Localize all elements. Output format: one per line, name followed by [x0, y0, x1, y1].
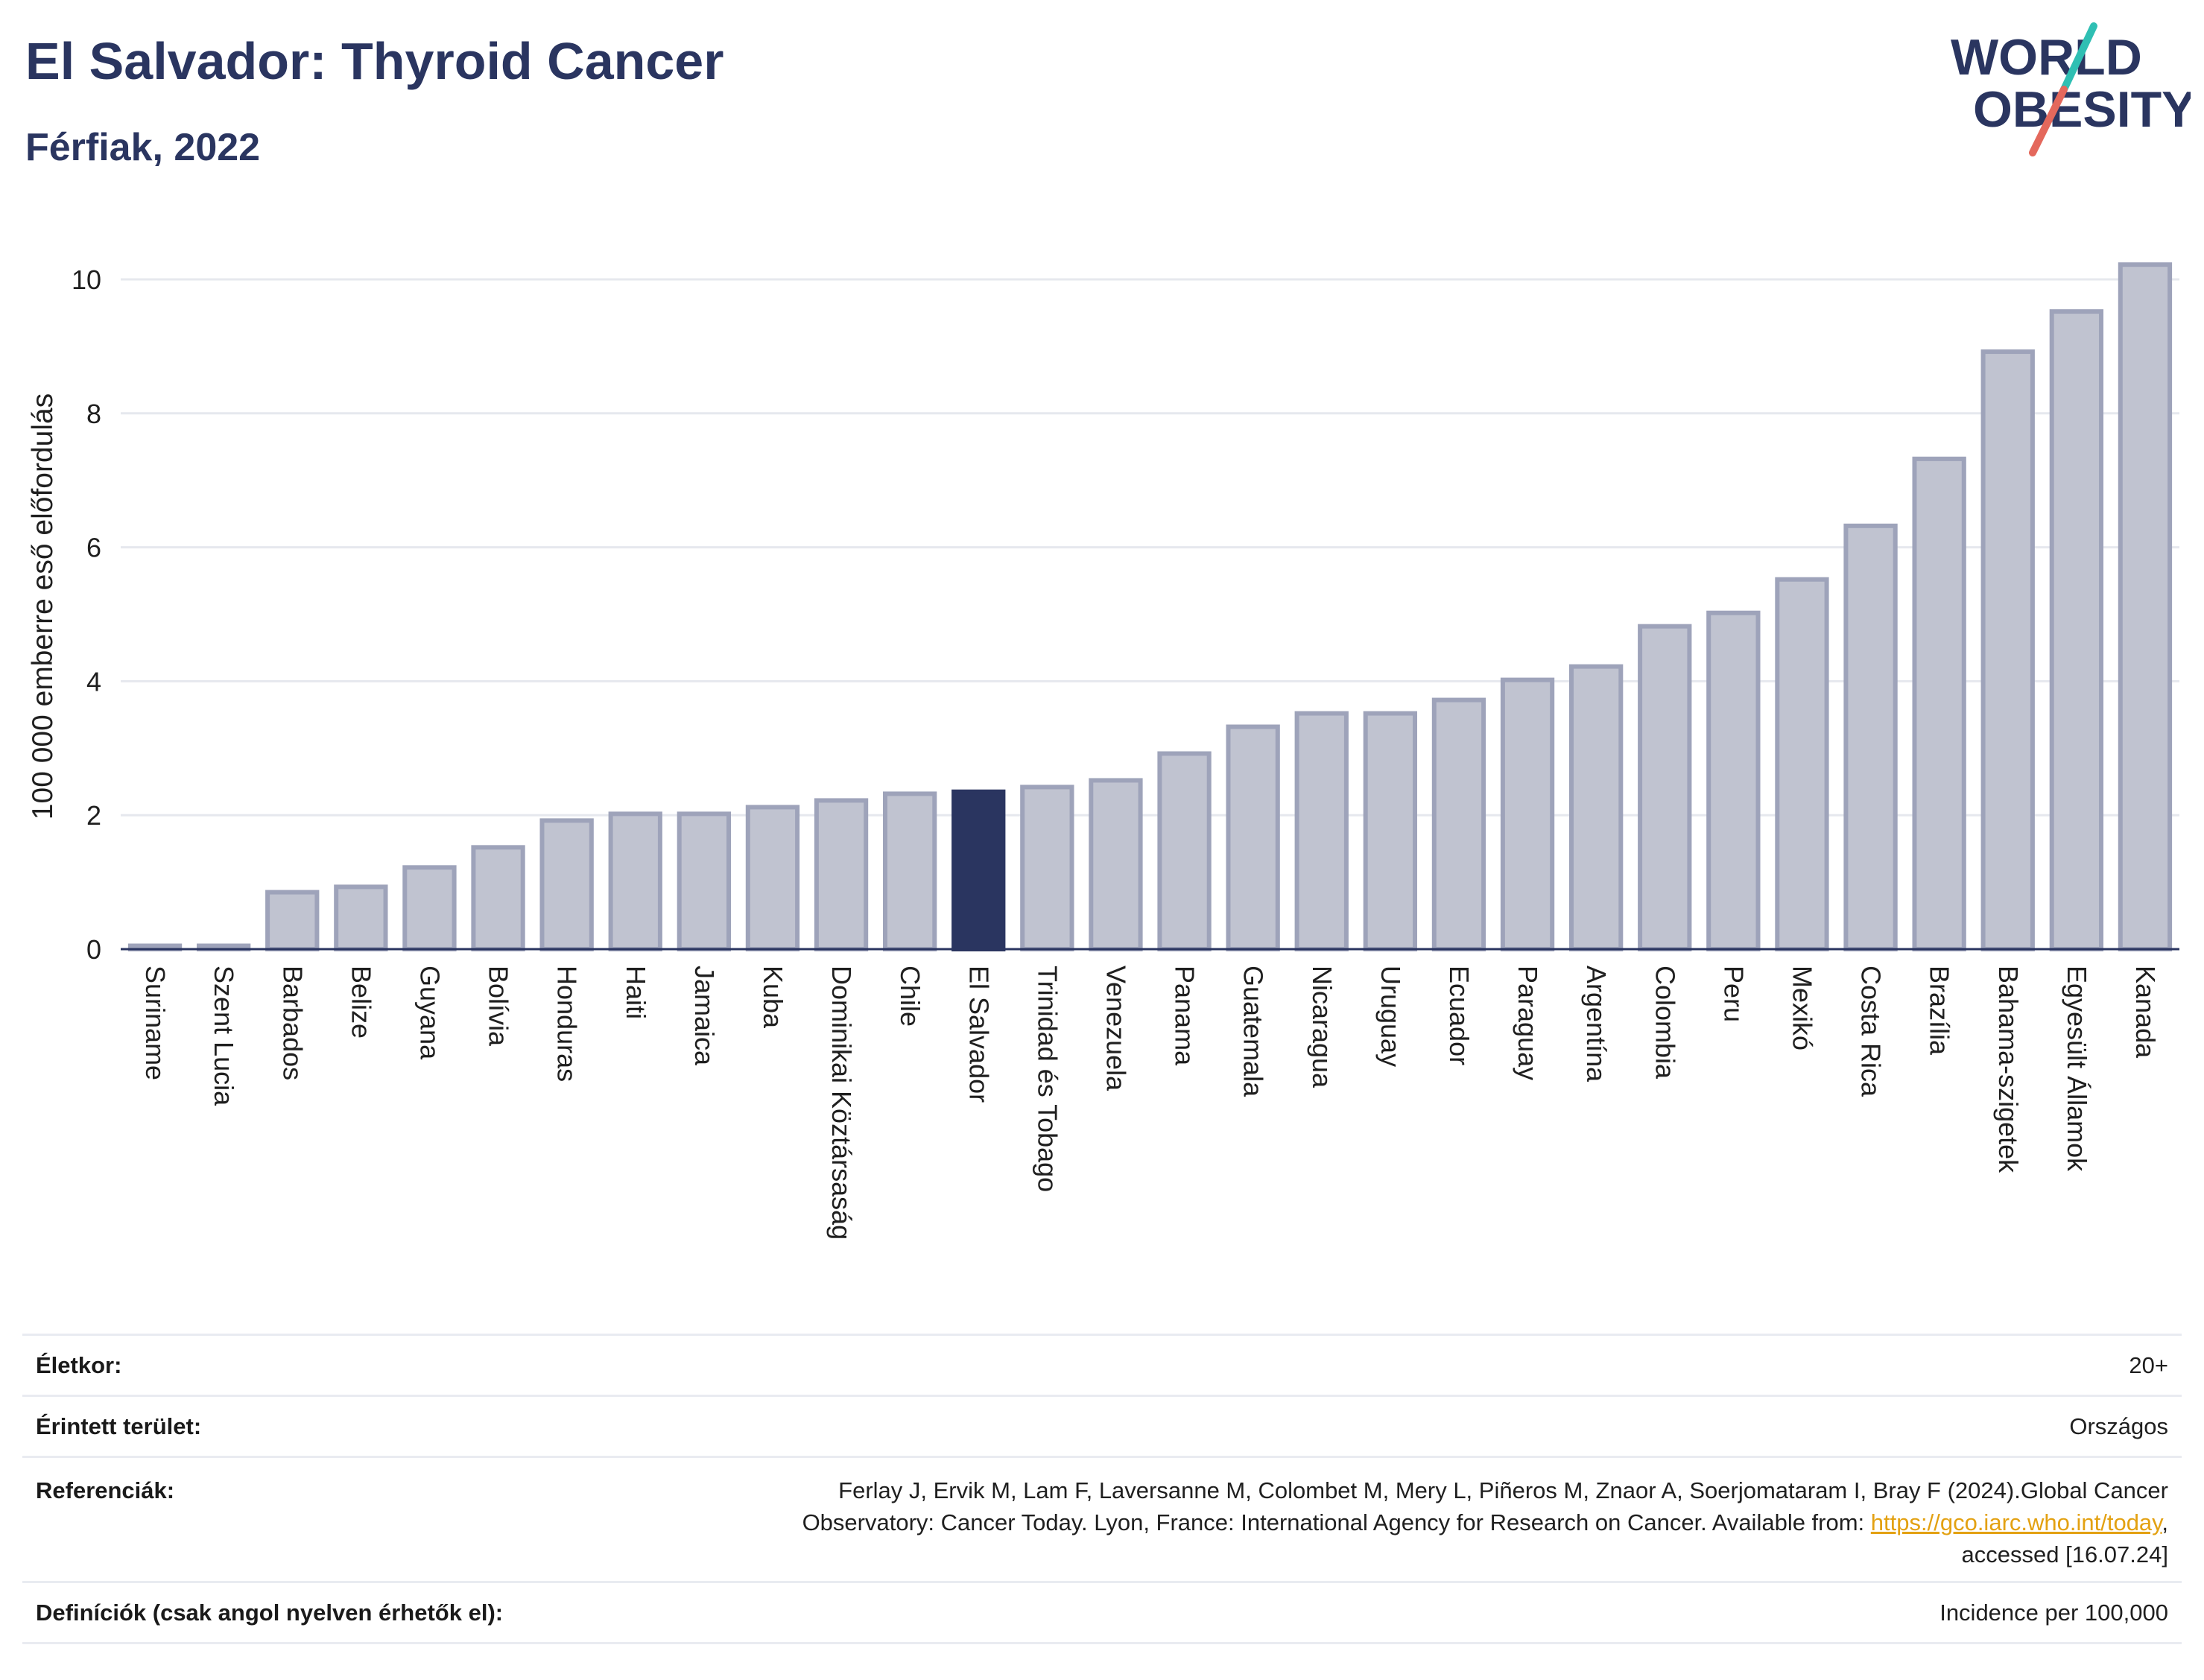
x-tick-label: Ecuador — [1444, 966, 1475, 1065]
references-value: Ferlay J, Ervik M, Lam F, Laversanne M, … — [802, 1474, 2168, 1570]
logo-line1: WORLD — [1951, 29, 2142, 86]
reference-text-4: accessed [16.07.24] — [1961, 1541, 2168, 1568]
bar — [1843, 523, 1898, 951]
bar — [1431, 697, 1486, 951]
logo-line2: OBESITY — [1973, 81, 2191, 138]
x-tick-label: Belize — [346, 966, 376, 1039]
references-row: Referenciák: Ferlay J, Ervik M, Lam F, L… — [22, 1458, 2182, 1583]
grid-lines — [121, 278, 2179, 817]
x-tick-label: Peru — [1718, 966, 1749, 1022]
x-tick-label: Colombia — [1650, 966, 1680, 1080]
bar — [1638, 624, 1692, 951]
x-tick-label: Uruguay — [1375, 966, 1406, 1067]
x-tick-label: Bolívia — [484, 966, 514, 1047]
x-tick-label: Jamaica — [689, 966, 720, 1066]
x-tick-label: Suriname — [140, 966, 171, 1080]
bar — [745, 805, 800, 951]
bar — [1568, 664, 1624, 952]
bar — [265, 890, 320, 951]
x-tick-label: Dominikai Köztársaság — [826, 966, 857, 1240]
logo-slash-coral — [2029, 86, 2068, 156]
reference-text-3: , — [2162, 1509, 2168, 1535]
x-tick-label: Honduras — [552, 966, 583, 1082]
bar — [334, 884, 388, 951]
bar — [1706, 610, 1761, 951]
x-tick-label: Bahama-szigetek — [1993, 966, 2024, 1173]
bars — [127, 262, 2173, 952]
bar — [1020, 784, 1074, 951]
definitions-value: Incidence per 100,000 — [1939, 1599, 2168, 1626]
age-value: 20+ — [2129, 1351, 2168, 1378]
bar — [882, 791, 937, 951]
y-tick-label: 4 — [86, 666, 101, 697]
x-tick-label: Venezuela — [1101, 966, 1131, 1091]
x-tick-label: Szent Lucia — [209, 966, 239, 1106]
bar — [402, 865, 457, 951]
x-tick-label: Brazília — [1925, 966, 1955, 1056]
bar — [1294, 711, 1349, 951]
bar — [1980, 349, 2035, 952]
definitions-row: Definíciók (csak angol nyelven érhetők e… — [22, 1583, 2182, 1644]
age-row: Életkor: 20+ — [22, 1336, 2182, 1397]
world-obesity-logo: WORLD OBESITY — [1951, 22, 2191, 156]
bar — [1363, 711, 1418, 951]
bar-chart: 0 2 4 6 8 10 Suriname Szent Lucia Barbados Belize… — [27, 262, 2179, 1240]
y-axis-label: 100 000 emberre eső előfordulás — [27, 393, 59, 820]
bar — [677, 811, 732, 951]
x-tick-label: Paraguay — [1513, 966, 1543, 1080]
bar — [1912, 456, 1966, 951]
bar — [608, 811, 662, 951]
metadata-table: Életkor: 20+ Érintett terület: Országos … — [22, 1334, 2182, 1644]
y-tick-label: 2 — [86, 800, 101, 831]
area-label: Érintett terület: — [36, 1413, 202, 1439]
page-title: El Salvador: Thyroid Cancer — [25, 32, 724, 90]
bar — [1089, 778, 1143, 951]
x-tick-label: Panama — [1170, 966, 1200, 1066]
y-tick-label: 6 — [86, 533, 101, 563]
x-tick-label: Costa Rica — [1856, 966, 1887, 1097]
bar — [539, 818, 594, 951]
x-tick-label: Kuba — [758, 966, 788, 1029]
bar — [814, 798, 869, 951]
references-label: Referenciák: — [36, 1477, 175, 1503]
area-value: Országos — [2069, 1413, 2168, 1439]
reference-link[interactable]: https://gco.iarc.who.int/today — [1870, 1509, 2162, 1535]
age-label: Életkor: — [36, 1351, 122, 1378]
bar — [951, 789, 1006, 951]
axes: 0 2 4 6 8 10 Suriname Szent Lucia Barbados Belize… — [72, 264, 2179, 1240]
x-tick-label: Argentína — [1581, 966, 1612, 1083]
x-tick-label: Barbados — [277, 966, 308, 1080]
x-tick-label: Kanada — [2130, 966, 2161, 1059]
x-tick-label: Guyana — [414, 966, 445, 1060]
area-row: Érintett terület: Országos — [22, 1397, 2182, 1458]
bar — [2118, 262, 2173, 951]
reference-text-2: Observatory: Cancer Today. Lyon, France:… — [802, 1509, 1871, 1535]
page-subtitle: Férfiak, 2022 — [25, 126, 261, 169]
x-tick-label: Nicaragua — [1307, 966, 1337, 1088]
bar — [2049, 309, 2104, 951]
bar — [1775, 577, 1829, 951]
bar — [1500, 677, 1555, 952]
bar — [471, 845, 525, 951]
y-tick-label: 10 — [72, 264, 101, 295]
bar — [1226, 724, 1280, 951]
logo-slash-teal — [2060, 22, 2097, 93]
x-tick-label: Chile — [895, 966, 925, 1027]
x-tick-label: Trinidad és Tobago — [1032, 966, 1063, 1192]
y-tick-label: 8 — [86, 399, 101, 429]
y-tick-label: 0 — [86, 934, 101, 965]
reference-text-1: Ferlay J, Ervik M, Lam F, Laversanne M, … — [838, 1477, 2168, 1503]
x-tick-label: Egyesült Államok — [2062, 966, 2092, 1172]
x-tick-label: El Salvador — [963, 966, 994, 1103]
definitions-label: Definíciók (csak angol nyelven érhetők e… — [36, 1599, 504, 1626]
bar — [1157, 751, 1212, 951]
x-tick-label: Guatemala — [1238, 966, 1269, 1097]
x-tick-label: Mexikó — [1787, 966, 1817, 1050]
x-tick-label: Haiti — [621, 966, 651, 1019]
